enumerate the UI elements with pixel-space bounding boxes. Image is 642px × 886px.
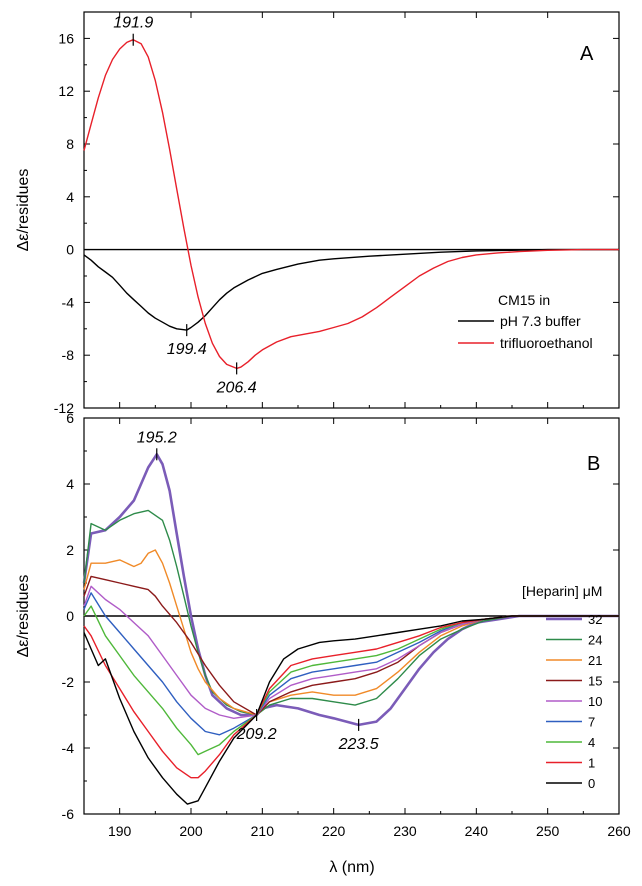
panel-b-y-tick-label: 2 (66, 542, 74, 558)
panel-a-y-tick-label: 4 (66, 189, 74, 205)
panel-b-legend-title: [Heparin] μM (522, 583, 602, 599)
panel-b: B Δε/residues λ (nm) [Heparin] μM -6 -4 -2… (15, 410, 631, 876)
panel-a-label: A (580, 43, 594, 65)
panel-a-frame (83, 11, 620, 409)
panel-b-y-tick-label: 6 (66, 410, 74, 426)
panel-b-label: B (587, 453, 600, 475)
panel-b-legend-entry: 0 (588, 776, 595, 791)
panel-a: A Δε/residues CM15 in -12 -8 -4 0 4 8 12 16 191.… (15, 11, 620, 416)
series-line-b-10 (83, 585, 619, 719)
panel-a-y-tick-label: 8 (66, 136, 74, 152)
panel-b-y-tick-label: -6 (62, 806, 75, 822)
panel-a-y-tick-label: -12 (54, 400, 74, 416)
panel-b-legend-entry: 15 (588, 674, 602, 689)
annotation-label: 209.2 (236, 726, 277, 743)
series-line-b-1 (83, 615, 619, 779)
series-line-b-7 (83, 592, 619, 736)
x-tick-label: 220 (322, 823, 346, 839)
x-tick-label: 200 (179, 823, 203, 839)
panel-b-legend-entry: 7 (588, 715, 595, 730)
panel-b-legend-entry: 10 (588, 694, 602, 709)
panel-b-y-axis-label: Δε/residues (15, 575, 32, 658)
panel-b-legend-entry: 21 (588, 653, 602, 668)
x-axis-label: λ (nm) (329, 859, 374, 876)
panel-b-y-tick-label: -4 (62, 740, 75, 756)
panel-a-legend-entry: trifluoroethanol (500, 335, 593, 351)
panel-b-legend-entry: 32 (588, 612, 602, 627)
panel-a-y-axis-label: Δε/residues (15, 169, 32, 252)
x-tick-label: 240 (465, 823, 489, 839)
annotation-label: 206.4 (216, 379, 257, 396)
series-line-b-4 (83, 605, 619, 756)
series-line-a-trifluoroethanol (83, 39, 619, 370)
panel-b-legend-entry: 1 (588, 756, 595, 771)
annotation-label: 191.9 (113, 15, 153, 32)
x-tick-label: 210 (251, 823, 275, 839)
x-tick-label: 190 (108, 823, 132, 839)
panel-b-legend-entry: 4 (588, 735, 595, 750)
panel-a-y-tick-label: -4 (62, 294, 75, 310)
x-tick-label: 230 (393, 823, 417, 839)
series-line-a-ph-7-3-buffer (83, 248, 619, 331)
panel-b-legend-entry: 24 (588, 633, 602, 648)
panel-a-y-tick-label: 12 (58, 83, 74, 99)
panel-a-legend-title: CM15 in (498, 292, 550, 308)
annotation-label: 223.5 (338, 736, 379, 753)
panel-b-y-tick-label: -2 (62, 674, 75, 690)
panel-a-y-tick-label: 16 (58, 30, 74, 46)
annotation-label: 195.2 (137, 429, 177, 446)
panel-a-legend-entry: pH 7.3 buffer (500, 313, 581, 329)
panel-a-y-tick-label: -8 (62, 347, 75, 363)
panel-a-y-tick-label: 0 (66, 242, 74, 258)
x-tick-label: 250 (536, 823, 560, 839)
series-line-b-0 (83, 615, 619, 805)
panel-b-y-tick-label: 0 (66, 608, 74, 624)
annotation-label: 199.4 (167, 341, 207, 358)
panel-b-y-tick-label: 4 (66, 476, 74, 492)
x-tick-label: 260 (607, 823, 631, 839)
series-line-b-21 (83, 549, 619, 716)
